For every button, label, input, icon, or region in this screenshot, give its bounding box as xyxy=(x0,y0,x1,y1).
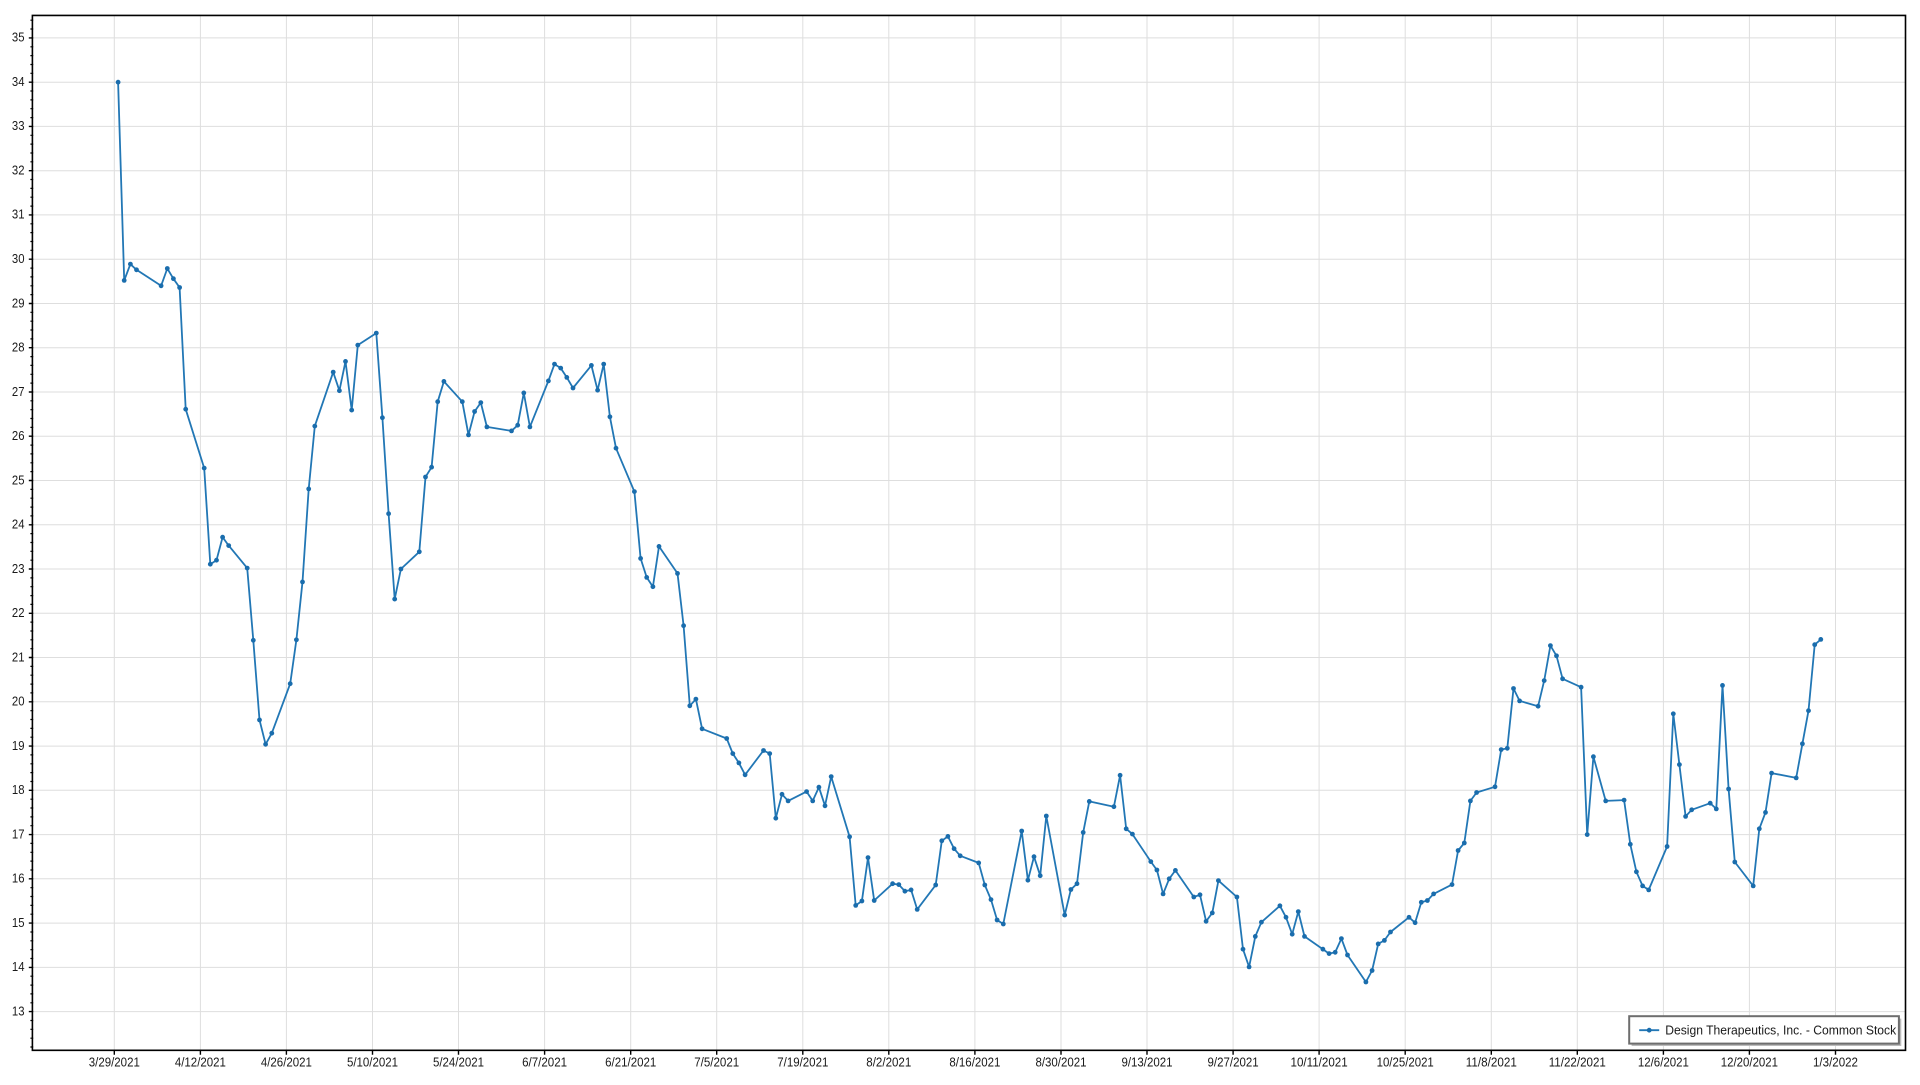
svg-text:11/22/2021: 11/22/2021 xyxy=(1549,1056,1606,1070)
svg-text:31: 31 xyxy=(12,208,25,222)
svg-text:22: 22 xyxy=(12,606,25,620)
svg-text:10/11/2021: 10/11/2021 xyxy=(1291,1056,1348,1070)
svg-text:11/8/2021: 11/8/2021 xyxy=(1466,1056,1517,1070)
svg-text:21: 21 xyxy=(12,650,25,664)
svg-text:7/19/2021: 7/19/2021 xyxy=(777,1056,828,1070)
svg-text:15: 15 xyxy=(12,916,25,930)
svg-text:34: 34 xyxy=(12,75,25,89)
svg-text:5/24/2021: 5/24/2021 xyxy=(433,1056,484,1070)
svg-text:12/20/2021: 12/20/2021 xyxy=(1721,1056,1778,1070)
svg-text:8/16/2021: 8/16/2021 xyxy=(949,1056,1000,1070)
svg-text:33: 33 xyxy=(12,119,25,133)
svg-text:8/2/2021: 8/2/2021 xyxy=(866,1056,911,1070)
svg-text:17: 17 xyxy=(12,827,25,841)
svg-text:6/21/2021: 6/21/2021 xyxy=(605,1056,656,1070)
svg-text:27: 27 xyxy=(12,385,25,399)
svg-text:9/13/2021: 9/13/2021 xyxy=(1121,1056,1172,1070)
svg-text:8/30/2021: 8/30/2021 xyxy=(1035,1056,1086,1070)
svg-text:1/3/2022: 1/3/2022 xyxy=(1813,1056,1858,1070)
svg-text:6/7/2021: 6/7/2021 xyxy=(522,1056,567,1070)
svg-text:30: 30 xyxy=(12,252,25,266)
svg-text:16: 16 xyxy=(12,872,25,886)
svg-text:19: 19 xyxy=(12,739,25,753)
svg-text:23: 23 xyxy=(12,562,25,576)
svg-text:26: 26 xyxy=(12,429,25,443)
svg-text:28: 28 xyxy=(12,341,25,355)
svg-text:14: 14 xyxy=(12,960,25,974)
svg-text:10/25/2021: 10/25/2021 xyxy=(1377,1056,1434,1070)
svg-text:32: 32 xyxy=(12,164,25,178)
svg-text:12/6/2021: 12/6/2021 xyxy=(1638,1056,1689,1070)
svg-text:13: 13 xyxy=(12,1004,25,1018)
svg-text:9/27/2021: 9/27/2021 xyxy=(1208,1056,1259,1070)
svg-text:35: 35 xyxy=(12,31,25,45)
svg-text:4/12/2021: 4/12/2021 xyxy=(175,1056,226,1070)
svg-text:18: 18 xyxy=(12,783,25,797)
svg-text:3/29/2021: 3/29/2021 xyxy=(89,1056,140,1070)
svg-text:24: 24 xyxy=(12,518,25,532)
svg-text:Design Therapeutics, Inc. - Co: Design Therapeutics, Inc. - Common Stock xyxy=(1665,1024,1897,1038)
svg-text:29: 29 xyxy=(12,296,25,310)
svg-text:4/26/2021: 4/26/2021 xyxy=(261,1056,312,1070)
svg-text:7/5/2021: 7/5/2021 xyxy=(694,1056,739,1070)
svg-text:5/10/2021: 5/10/2021 xyxy=(347,1056,398,1070)
svg-text:25: 25 xyxy=(12,473,25,487)
svg-text:20: 20 xyxy=(12,695,25,709)
